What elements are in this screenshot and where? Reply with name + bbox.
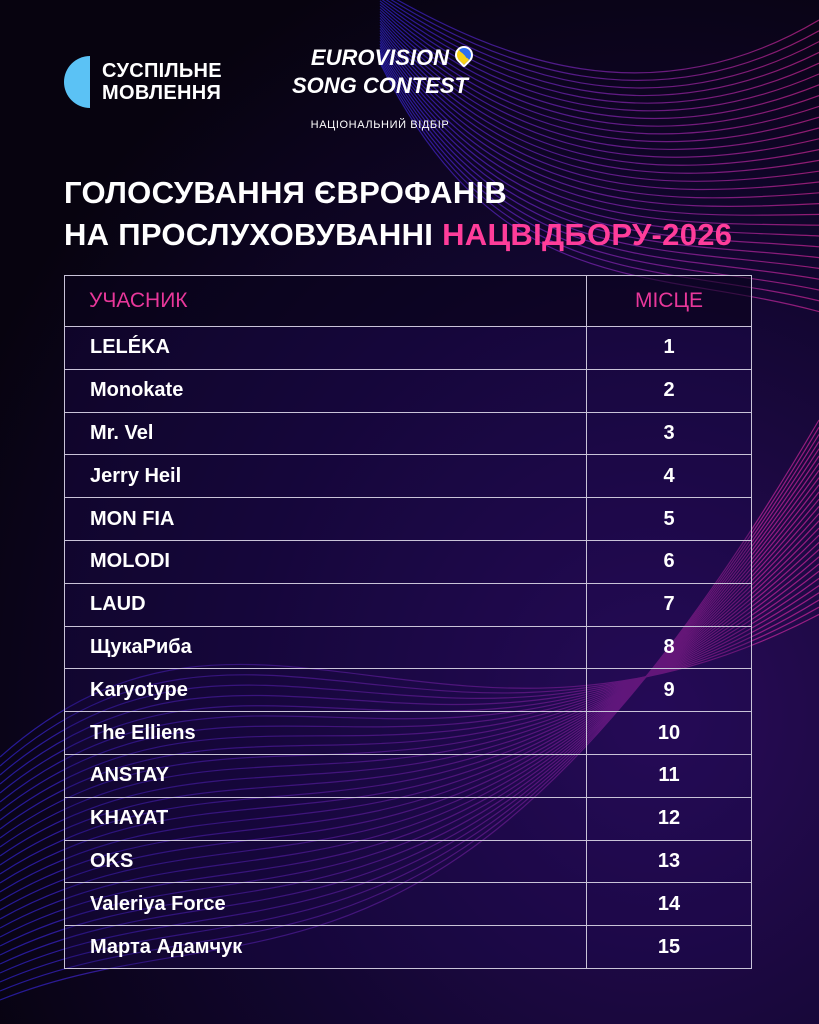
place-value: 5 [586,497,752,541]
table-row: ЩукаРиба 8 [64,625,752,670]
wave-line [396,0,819,74]
place-value: 14 [586,882,752,927]
wave-line [379,5,819,120]
participant-name: The Elliens [64,711,587,755]
wave-line [379,54,819,280]
table-row: Karyotype 9 [64,668,752,713]
table-row: ANSTAY 11 [64,753,752,798]
participant-name: MOLODI [64,539,587,584]
participant-name: Valeriya Force [64,882,587,927]
wave-line [390,0,819,81]
table-row: KHAYAT 12 [64,796,752,841]
place-value: 10 [586,711,752,755]
table-row: Mr. Vel 3 [64,411,752,456]
header-place: МІСЦЕ [586,275,752,327]
place-value: 13 [586,839,752,884]
participant-name: ANSTAY [64,753,587,798]
participant-name: LAUD [64,582,587,627]
suspilne-logo: СУСПІЛЬНЕ МОВЛЕННЯ [64,56,222,108]
table-row: LAUD 7 [64,582,752,627]
ranking-table: УЧАСНИК МІСЦЕ LELÉKA 1 Monokate 2 Mr. Vel 3 Je… [64,275,752,969]
wave-line [381,0,819,97]
national-selection-label: НАЦІОНАЛЬНИЙ ВІДБІР [310,119,450,131]
place-value: 12 [586,796,752,841]
place-value: 7 [586,582,752,627]
eurovision-logo: EUROVISION SONG CONTEST [291,45,468,98]
broadcaster-name-line1: СУСПІЛЬНЕ [102,60,222,82]
participant-name: KHAYAT [64,796,587,841]
wave-line [379,43,819,237]
place-value: 1 [586,326,752,370]
wave-line [379,46,819,248]
place-value: 3 [586,411,752,456]
place-value: 4 [586,454,752,499]
place-value: 9 [586,668,752,713]
table-row: OKS 13 [64,839,752,884]
participant-name: MON FIA [64,497,587,541]
title-line1: ГОЛОСУВАННЯ ЄВРОФАНІВ [64,175,508,210]
page-title: ГОЛОСУВАННЯ ЄВРОФАНІВ НА ПРОСЛУХОВУВАННІ… [64,172,732,256]
wave-line [379,22,819,166]
place-value: 15 [586,925,752,969]
suspilne-logo-icon [64,56,90,108]
wave-line [379,11,819,135]
table-row: Valeriya Force 14 [64,882,752,927]
place-value: 2 [586,368,752,413]
place-value: 6 [586,539,752,584]
place-value: 11 [586,753,752,798]
participant-name: ЩукаРиба [64,625,587,670]
title-highlight: НАЦВІДБОРУ-2026 [442,217,733,252]
wave-line [385,0,819,89]
place-value: 8 [586,625,752,670]
wave-line [379,40,819,226]
participant-name: Марта Адамчук [64,925,587,969]
wave-line [379,38,819,216]
wave-line [379,51,819,269]
participant-name: Mr. Vel [64,411,587,456]
title-line2: НА ПРОСЛУХОВУВАННІ [64,217,443,252]
participant-name: OKS [64,839,587,884]
table-header: УЧАСНИК МІСЦЕ [64,275,752,327]
wave-line [379,27,819,182]
table-row: MON FIA 5 [64,497,752,541]
wave-line [379,0,819,104]
wave-line [379,49,819,259]
table-row: Jerry Heil 4 [64,454,752,499]
wave-line [379,8,819,127]
table-row: LELÉKA 1 [64,326,752,370]
wave-line [379,35,819,207]
table-row: MOLODI 6 [64,539,752,584]
participant-name: Karyotype [64,668,587,713]
participant-name: Jerry Heil [64,454,587,499]
wave-line [379,24,819,174]
broadcaster-name-line2: МОВЛЕННЯ [102,82,222,104]
wave-line [379,13,819,143]
table-row: Monokate 2 [64,368,752,413]
wave-line [379,32,819,199]
header-participant: УЧАСНИК [64,275,587,327]
participant-name: Monokate [64,368,587,413]
wave-line [379,19,819,158]
table-row: The Elliens 10 [64,711,752,755]
participant-name: LELÉKA [64,326,587,370]
table-row: Марта Адамчук 15 [64,925,752,969]
wave-line [379,16,819,151]
wave-line [379,3,819,112]
wave-line [379,30,819,191]
